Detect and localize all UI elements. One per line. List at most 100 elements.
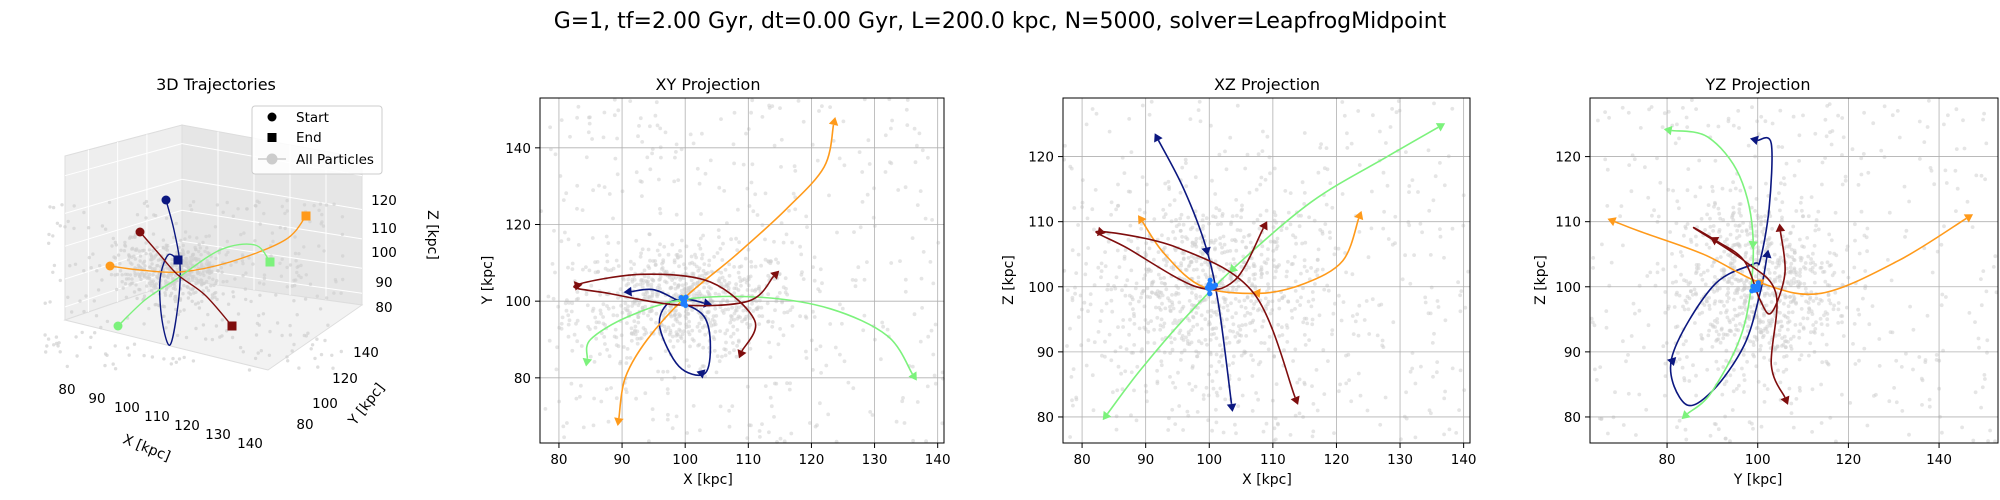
particle — [1462, 388, 1467, 392]
particle — [1231, 361, 1235, 365]
particle — [562, 435, 566, 440]
particle — [1319, 142, 1323, 147]
particle — [1777, 191, 1781, 196]
particle — [253, 356, 258, 361]
particle — [926, 334, 931, 339]
particle — [151, 273, 155, 277]
trajectory-line — [158, 199, 181, 346]
particle — [1217, 208, 1222, 213]
particle — [726, 307, 731, 312]
particle — [758, 298, 762, 303]
particle — [1284, 323, 1289, 327]
particle — [672, 260, 677, 265]
particle — [1814, 296, 1819, 301]
particle — [215, 203, 220, 207]
particle — [1146, 267, 1151, 272]
particle — [738, 315, 742, 320]
particle — [1195, 322, 1200, 327]
particle — [1242, 349, 1247, 354]
particle — [1343, 251, 1347, 255]
particle — [82, 309, 86, 314]
particle — [1268, 311, 1273, 316]
particle — [324, 296, 329, 300]
particle — [678, 249, 682, 253]
particle — [1240, 323, 1245, 328]
particle — [156, 303, 161, 307]
particle — [1252, 302, 1256, 306]
particle — [128, 261, 133, 265]
particle — [166, 320, 171, 324]
particle — [1730, 275, 1735, 280]
particle — [785, 292, 790, 297]
particle — [739, 283, 743, 288]
particle — [152, 213, 156, 217]
particle — [1215, 393, 1220, 398]
particle — [341, 254, 345, 258]
particle — [1809, 290, 1814, 294]
particle — [1274, 269, 1278, 274]
particle — [1172, 198, 1177, 203]
particle — [1228, 135, 1233, 140]
particle — [1786, 340, 1790, 344]
particle — [1836, 321, 1841, 325]
particle — [883, 170, 888, 174]
particle — [1286, 259, 1290, 264]
particle — [1196, 275, 1201, 280]
x-tick-label: 120 — [1836, 452, 1862, 468]
particle — [1118, 345, 1123, 349]
particle — [1238, 327, 1243, 332]
trajectory-arrow — [1137, 215, 1147, 225]
particle — [745, 288, 750, 292]
particle — [315, 337, 319, 341]
particle — [611, 266, 616, 271]
particle — [1814, 223, 1818, 228]
particle — [1224, 167, 1229, 172]
particle — [760, 314, 765, 319]
particle — [1859, 156, 1864, 161]
particle — [676, 284, 680, 289]
particle — [719, 300, 723, 305]
particle — [1318, 228, 1323, 232]
particle — [127, 277, 131, 281]
particle — [1178, 190, 1183, 195]
end-marker — [301, 211, 311, 221]
particle — [569, 309, 574, 314]
particle — [1299, 271, 1303, 276]
trajectory-line — [1614, 217, 1967, 296]
particle — [1699, 347, 1704, 352]
particle — [654, 100, 659, 105]
particle — [1103, 250, 1107, 255]
particle — [1330, 328, 1335, 332]
particle — [1829, 238, 1834, 243]
particle — [635, 336, 640, 341]
particle — [259, 349, 263, 353]
particle — [199, 264, 203, 268]
particle — [1740, 311, 1745, 316]
particle — [1240, 203, 1244, 208]
particle — [332, 202, 336, 206]
particle — [917, 131, 922, 136]
particle — [1746, 286, 1751, 291]
y-tick-label: 110 — [1555, 215, 1581, 231]
particle — [717, 276, 722, 281]
particle — [601, 302, 606, 307]
particle — [590, 137, 594, 141]
particle — [1780, 145, 1785, 150]
particle — [1762, 383, 1767, 388]
particle — [1322, 287, 1327, 292]
particle — [575, 206, 579, 211]
particle — [1073, 291, 1077, 296]
particle — [1944, 295, 1948, 299]
particle — [1789, 411, 1794, 415]
particle — [768, 261, 773, 266]
particle — [1857, 312, 1862, 317]
particle — [1295, 299, 1300, 304]
particle — [1752, 303, 1757, 308]
particle — [1700, 277, 1705, 282]
particle — [722, 278, 727, 283]
particle — [1225, 303, 1230, 308]
particle — [1787, 386, 1792, 391]
particle — [66, 295, 70, 299]
particle — [1092, 283, 1097, 287]
particle — [1268, 171, 1272, 176]
